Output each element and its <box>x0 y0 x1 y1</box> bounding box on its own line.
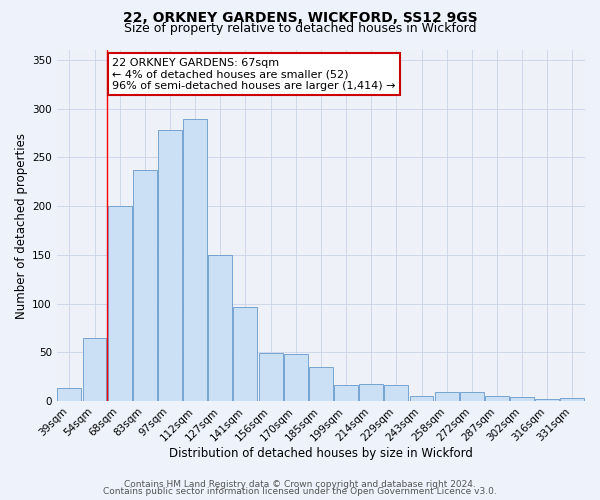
Bar <box>309 367 333 401</box>
Bar <box>233 308 257 401</box>
Bar <box>435 392 458 401</box>
Bar <box>133 170 157 401</box>
X-axis label: Distribution of detached houses by size in Wickford: Distribution of detached houses by size … <box>169 447 473 460</box>
Bar <box>535 399 559 401</box>
Text: Contains public sector information licensed under the Open Government Licence v3: Contains public sector information licen… <box>103 487 497 496</box>
Bar <box>485 396 509 401</box>
Text: 22 ORKNEY GARDENS: 67sqm
← 4% of detached houses are smaller (52)
96% of semi-de: 22 ORKNEY GARDENS: 67sqm ← 4% of detache… <box>112 58 395 91</box>
Bar <box>410 396 433 401</box>
Bar <box>560 398 584 401</box>
Bar <box>510 397 534 401</box>
Bar <box>108 206 131 401</box>
Bar <box>284 354 308 401</box>
Bar <box>385 384 408 401</box>
Text: 22, ORKNEY GARDENS, WICKFORD, SS12 9GS: 22, ORKNEY GARDENS, WICKFORD, SS12 9GS <box>122 11 478 25</box>
Bar <box>208 255 232 401</box>
Y-axis label: Number of detached properties: Number of detached properties <box>15 132 28 318</box>
Bar <box>334 384 358 401</box>
Bar <box>359 384 383 401</box>
Bar <box>158 130 182 401</box>
Bar <box>58 388 82 401</box>
Text: Contains HM Land Registry data © Crown copyright and database right 2024.: Contains HM Land Registry data © Crown c… <box>124 480 476 489</box>
Bar <box>259 354 283 401</box>
Bar <box>83 338 106 401</box>
Bar <box>183 119 207 401</box>
Text: Size of property relative to detached houses in Wickford: Size of property relative to detached ho… <box>124 22 476 35</box>
Bar <box>460 392 484 401</box>
